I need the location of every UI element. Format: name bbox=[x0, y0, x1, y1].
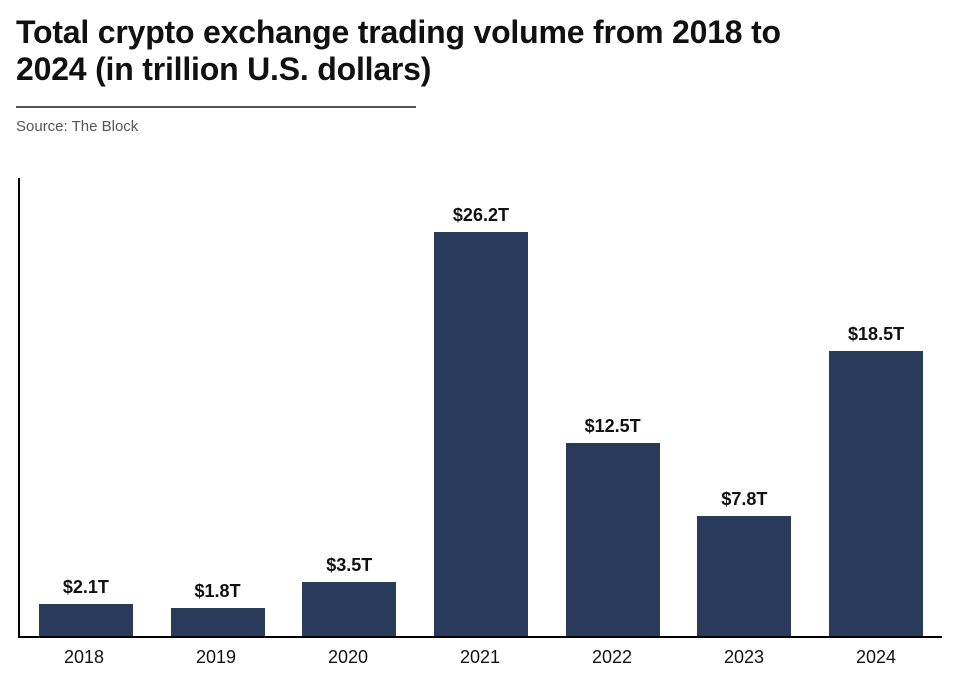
bar-value-label: $3.5T bbox=[326, 555, 372, 576]
x-axis-label: 2022 bbox=[552, 647, 672, 668]
x-axis: 2018 2019 2020 2021 2022 2023 2024 bbox=[18, 640, 942, 674]
bar-2023 bbox=[697, 516, 791, 636]
bar-value-label: $18.5T bbox=[848, 324, 904, 345]
x-axis-label: 2024 bbox=[816, 647, 936, 668]
bar-2022 bbox=[566, 443, 660, 636]
bar-col: $2.1T bbox=[26, 178, 146, 636]
plot-area: $2.1T $1.8T $3.5T $26.2T $12.5T bbox=[18, 178, 942, 638]
bar-col: $12.5T bbox=[553, 178, 673, 636]
bar-col: $1.8T bbox=[158, 178, 278, 636]
bar-col: $7.8T bbox=[684, 178, 804, 636]
chart-title: Total crypto exchange trading volume fro… bbox=[16, 14, 836, 88]
bar-col: $26.2T bbox=[421, 178, 541, 636]
x-axis-label: 2019 bbox=[156, 647, 276, 668]
bar-2021 bbox=[434, 232, 528, 636]
x-axis-label: 2018 bbox=[24, 647, 144, 668]
chart-container: Total crypto exchange trading volume fro… bbox=[0, 0, 958, 692]
title-rule bbox=[16, 106, 416, 108]
x-axis-label: 2023 bbox=[684, 647, 804, 668]
bar-2024 bbox=[829, 351, 923, 636]
bar-2020 bbox=[302, 582, 396, 636]
x-axis-label: 2020 bbox=[288, 647, 408, 668]
bar-value-label: $7.8T bbox=[721, 489, 767, 510]
bars-row: $2.1T $1.8T $3.5T $26.2T $12.5T bbox=[20, 178, 942, 636]
bar-2019 bbox=[171, 608, 265, 636]
chart-area: $2.1T $1.8T $3.5T $26.2T $12.5T bbox=[16, 178, 944, 674]
bar-value-label: $12.5T bbox=[585, 416, 641, 437]
bar-value-label: $1.8T bbox=[195, 581, 241, 602]
chart-source: Source: The Block bbox=[16, 118, 942, 135]
x-axis-label: 2021 bbox=[420, 647, 540, 668]
bar-2018 bbox=[39, 604, 133, 636]
bar-col: $18.5T bbox=[816, 178, 936, 636]
bar-value-label: $2.1T bbox=[63, 577, 109, 598]
bar-value-label: $26.2T bbox=[453, 205, 509, 226]
bar-col: $3.5T bbox=[289, 178, 409, 636]
